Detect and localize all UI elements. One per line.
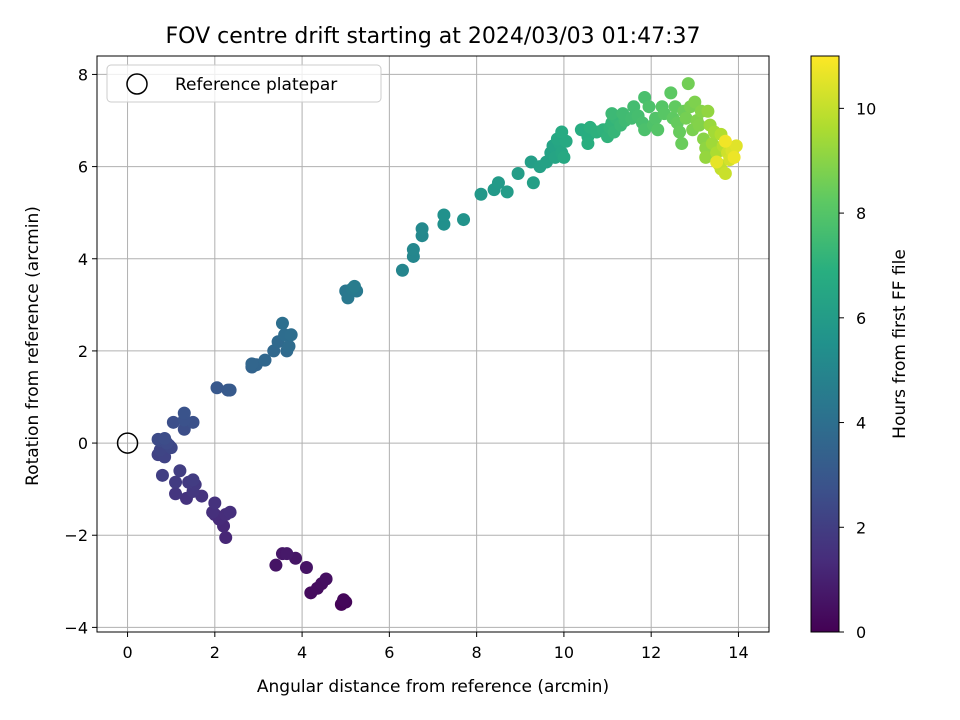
data-point — [679, 111, 693, 125]
x-tick-label: 0 — [122, 643, 132, 662]
data-point — [511, 167, 525, 181]
data-point — [186, 473, 200, 487]
data-point — [673, 125, 687, 139]
colorbar-tick-label: 2 — [856, 518, 866, 537]
data-point — [557, 150, 571, 164]
data-point — [169, 475, 183, 489]
y-tick-label: −2 — [64, 526, 88, 545]
data-point — [337, 593, 351, 607]
x-tick-label: 4 — [297, 643, 307, 662]
y-axis-label: Rotation from reference (arcmin) — [23, 206, 43, 486]
colorbar: 0 2 4 6 8 10 Hours from first FF file — [810, 55, 910, 642]
x-tick-label: 12 — [641, 643, 661, 662]
data-point — [269, 558, 283, 572]
data-point — [177, 406, 191, 420]
colorbar-tick-label: 6 — [856, 309, 866, 328]
x-tick-label: 8 — [472, 643, 482, 662]
data-point — [158, 431, 172, 445]
legend-label-reference: Reference platepar — [175, 75, 337, 95]
data-point — [223, 383, 237, 397]
data-point — [688, 95, 702, 109]
y-tick-label: 0 — [78, 434, 88, 453]
x-tick-label: 6 — [384, 643, 394, 662]
data-point — [526, 176, 540, 190]
data-point — [223, 505, 237, 519]
data-point — [284, 328, 298, 342]
data-point — [219, 531, 233, 545]
data-point — [173, 464, 187, 478]
colorbar-label: Hours from first FF file — [890, 249, 910, 439]
data-point — [437, 217, 451, 231]
plot-area: 0 2 4 6 8 10 12 14 −4 −2 0 2 4 6 8 — [64, 55, 770, 662]
data-point — [681, 77, 695, 91]
chart-title: FOV centre drift starting at 2024/03/03 … — [166, 24, 701, 49]
legend-marker-reference — [126, 73, 148, 95]
colorbar-tick-label: 4 — [856, 414, 866, 433]
x-axis-label: Angular distance from reference (arcmin) — [257, 677, 609, 697]
x-tick-label: 10 — [554, 643, 574, 662]
data-point — [675, 137, 689, 151]
data-point — [275, 316, 289, 330]
data-point — [699, 150, 713, 164]
x-tick-label: 2 — [210, 643, 220, 662]
x-tick-label: 14 — [728, 643, 748, 662]
colorbar-ticks: 0 2 4 6 8 10 — [839, 99, 876, 642]
colorbar-tick-label: 10 — [856, 99, 876, 118]
data-point — [718, 134, 732, 148]
axes-frame — [96, 55, 770, 633]
data-point — [169, 487, 183, 501]
data-point — [710, 155, 724, 169]
data-point — [177, 422, 191, 436]
y-tick-label: 2 — [78, 342, 88, 361]
data-point — [651, 123, 665, 137]
data-point — [245, 357, 259, 371]
y-tick-label: 8 — [78, 65, 88, 84]
data-point — [605, 107, 619, 121]
data-point — [166, 415, 180, 429]
data-point — [555, 125, 569, 139]
data-point — [500, 185, 514, 199]
data-point — [642, 100, 656, 114]
data-point — [457, 213, 471, 227]
data-point — [319, 572, 333, 586]
legend: Reference platepar — [106, 64, 382, 103]
data-point — [718, 167, 732, 181]
legend-box — [106, 64, 382, 103]
colorbar-tick-label: 0 — [856, 623, 866, 642]
data-point — [280, 547, 294, 561]
data-point — [282, 339, 296, 353]
reference-platepar-marker — [116, 432, 139, 454]
data-point — [664, 86, 678, 100]
data-point — [210, 381, 224, 395]
data-point — [415, 222, 429, 236]
data-point — [729, 139, 743, 153]
data-point — [395, 263, 409, 277]
data-point — [299, 560, 313, 574]
y-tick-label: −4 — [64, 618, 88, 637]
data-point — [258, 353, 272, 367]
y-tick-label: 6 — [78, 158, 88, 177]
data-point — [208, 496, 222, 510]
data-point — [347, 279, 361, 293]
colorbar-gradient — [810, 55, 840, 633]
data-point — [474, 187, 488, 201]
data-point — [692, 118, 706, 132]
data-point — [727, 150, 741, 164]
colorbar-tick-label: 8 — [856, 204, 866, 223]
data-point — [701, 104, 715, 118]
data-point — [581, 137, 595, 151]
y-tick-label: 4 — [78, 250, 88, 269]
data-point — [406, 243, 420, 257]
data-point — [155, 468, 169, 482]
data-point — [491, 176, 505, 190]
data-point — [437, 208, 451, 222]
